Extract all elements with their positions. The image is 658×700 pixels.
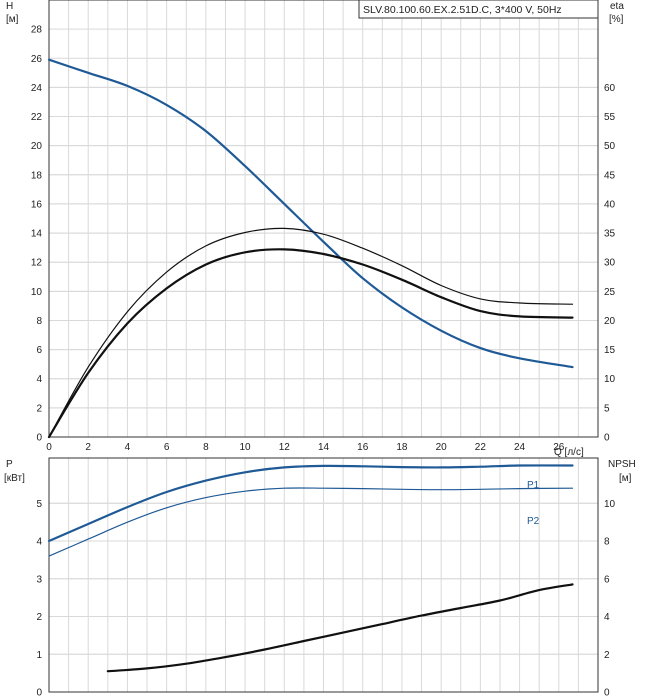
flow-tick-label: 24 (514, 442, 526, 453)
power-axis-label: P (6, 459, 13, 470)
power-axis-unit: [кВт] (4, 473, 25, 484)
flow-tick-label: 8 (203, 442, 209, 453)
eta-hydraulic-curve (47, 248, 574, 439)
head-efficiency-right-tick-label: 20 (604, 316, 616, 327)
head-efficiency-plot-frame (48, 0, 599, 438)
head-axis-unit: [м] (6, 14, 19, 25)
head-efficiency-right-tick-label: 30 (604, 258, 616, 269)
power-npsh-right-tick-label: 10 (604, 499, 616, 510)
power-npsh-right-tick-label: 6 (604, 574, 610, 585)
head-efficiency-right-tick-label: 60 (604, 83, 616, 94)
power-npsh-left-tick-label: 3 (36, 574, 42, 585)
power-npsh-left-tick-label: 2 (36, 612, 42, 623)
npsh-curve (106, 583, 574, 673)
head-efficiency-left-tick-label: 10 (31, 287, 43, 298)
head-efficiency-left-tick-label: 26 (31, 54, 43, 65)
power-npsh-left-tick-label: 1 (36, 650, 42, 661)
head-efficiency-right-tick-label: 25 (604, 287, 616, 298)
head-efficiency-right-tick-label: 5 (604, 403, 610, 414)
power-npsh-right-tick-label: 8 (604, 537, 610, 548)
power-npsh-grid (49, 458, 598, 692)
power-npsh-right-tick-label: 4 (604, 612, 610, 623)
head-efficiency-left-tick-label: 8 (36, 316, 42, 327)
flow-tick-label: 16 (357, 442, 369, 453)
flow-tick-label: 22 (475, 442, 487, 453)
head-efficiency-left-tick-label: 16 (31, 199, 43, 210)
p2-curve (48, 487, 574, 557)
head-efficiency-left-tick-label: 24 (31, 83, 43, 94)
power-npsh-right-tick-label: 2 (604, 650, 610, 661)
eta-total-curve (48, 227, 574, 438)
head-efficiency-right-tick-label: 35 (604, 229, 616, 240)
head-efficiency-right-tick-label: 10 (604, 374, 616, 385)
power-npsh-left-tick-label: 5 (36, 499, 42, 510)
head-efficiency-series (47, 58, 574, 439)
head-efficiency-left-tick-label: 12 (31, 258, 43, 269)
head-efficiency-left-tick-label: 22 (31, 112, 43, 123)
flow-tick-label: 18 (396, 442, 408, 453)
head-efficiency-left-tick-label: 28 (31, 25, 43, 36)
flow-tick-label: 2 (85, 442, 91, 453)
head-efficiency-left-tick-label: 0 (36, 433, 42, 444)
npsh-axis-label: NPSH (608, 459, 636, 470)
flow-tick-label: 26 (553, 442, 565, 453)
axis-ticks: 0246810121416182022242628051015202530354… (31, 25, 616, 699)
head-efficiency-right-tick-label: 50 (604, 141, 616, 152)
head-efficiency-left-tick-label: 14 (31, 229, 43, 240)
flow-axis-label: Q [л/с] (554, 447, 584, 458)
flow-tick-label: 4 (125, 442, 131, 453)
head-efficiency-grid (49, 0, 598, 437)
chart-title-box (358, 0, 599, 19)
power-npsh-right-tick-label: 0 (604, 688, 610, 699)
p2-series-label: P2 (527, 516, 540, 527)
chart-title: SLV.80.100.60.EX.2.51D.C, 3*400 V, 50Hz (363, 4, 562, 16)
power-npsh-plot-frame (48, 457, 599, 693)
p1-series-label: P1 (527, 480, 540, 491)
power-npsh-left-tick-label: 4 (36, 537, 42, 548)
head-efficiency-right-tick-label: 45 (604, 170, 616, 181)
head-efficiency-left-tick-label: 2 (36, 403, 42, 414)
h-curve (47, 58, 574, 369)
power-npsh-series (47, 464, 574, 673)
p1-curve (47, 464, 574, 543)
power-npsh-left-tick-label: 0 (36, 688, 42, 699)
efficiency-axis-label: eta (610, 1, 624, 12)
efficiency-axis-unit: [%] (609, 14, 624, 25)
head-efficiency-right-tick-label: 40 (604, 199, 616, 210)
flow-tick-label: 6 (164, 442, 170, 453)
head-axis-label: H (6, 1, 13, 12)
npsh-axis-unit: [м] (619, 473, 632, 484)
head-efficiency-left-tick-label: 4 (36, 374, 42, 385)
head-efficiency-left-tick-label: 6 (36, 345, 42, 356)
flow-tick-label: 14 (318, 442, 330, 453)
head-efficiency-right-tick-label: 0 (604, 433, 610, 444)
head-efficiency-right-tick-label: 55 (604, 112, 616, 123)
flow-tick-label: 12 (279, 442, 291, 453)
head-efficiency-left-tick-label: 18 (31, 170, 43, 181)
flow-tick-label: 0 (46, 442, 52, 453)
flow-tick-label: 20 (436, 442, 448, 453)
flow-tick-label: 10 (240, 442, 252, 453)
head-efficiency-right-tick-label: 15 (604, 345, 616, 356)
head-efficiency-left-tick-label: 20 (31, 141, 43, 152)
